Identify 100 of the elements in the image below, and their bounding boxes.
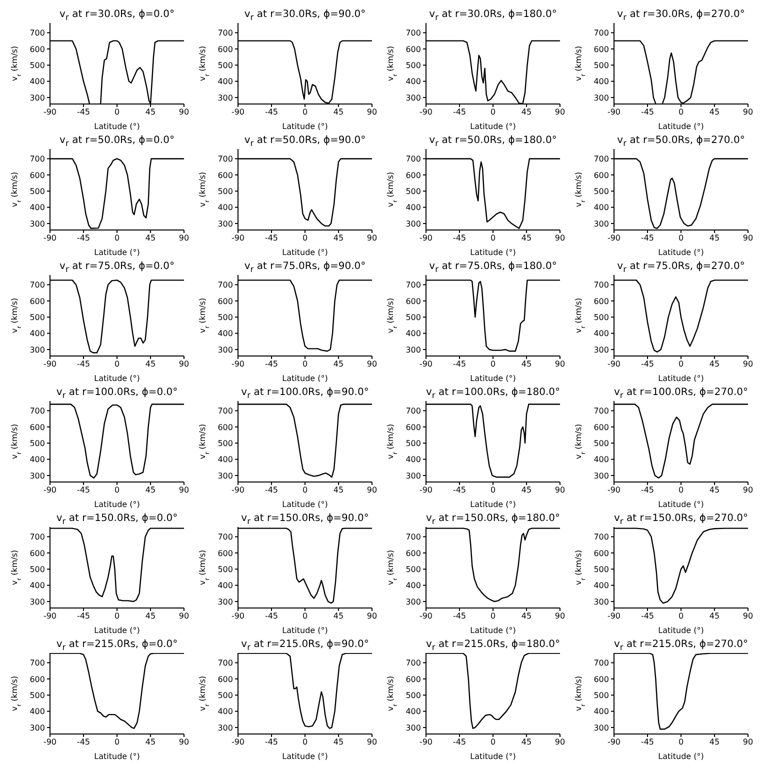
x-tick-label: -90: [607, 360, 621, 369]
chart-title: v$_{r}$ at r=150.0Rs, ϕ=180.0°: [424, 512, 561, 526]
y-tick-label: 500: [30, 564, 45, 574]
chart-title: v$_{r}$ at r=75.0Rs, ϕ=0.0°: [58, 260, 176, 274]
x-tick-label: 90: [366, 234, 378, 243]
y-tick-label: 700: [30, 280, 45, 290]
x-tick-label: -45: [452, 360, 466, 369]
x-axis-title: Latitude (°): [470, 626, 516, 635]
y-tick-label: 700: [218, 532, 233, 542]
x-tick-label: 45: [145, 234, 156, 243]
y-tick-label: 700: [594, 280, 609, 290]
chart-title: v$_{r}$ at r=215.0Rs, ϕ=0.0°: [55, 638, 179, 652]
y-tick-label: 600: [218, 296, 233, 306]
x-tick-label: -90: [231, 108, 245, 117]
x-tick-label: -90: [607, 612, 621, 621]
x-tick-label: -90: [231, 612, 245, 621]
y-tick-label: 300: [406, 219, 421, 228]
y-tick-label: 500: [406, 186, 421, 196]
chart-title: v$_{r}$ at r=75.0Rs, ϕ=180.0°: [428, 260, 558, 274]
x-tick-label: 90: [178, 486, 190, 495]
x-tick-label: 0: [302, 612, 308, 621]
x-axis-title: Latitude (°): [658, 500, 704, 509]
y-tick-label: 300: [218, 723, 233, 732]
y-tick-label: 600: [406, 548, 421, 558]
x-tick-label: 90: [366, 486, 378, 495]
x-axis-title: Latitude (°): [470, 374, 516, 383]
y-tick-label: 700: [30, 154, 45, 164]
chart-title: v$_{r}$ at r=100.0Rs, ϕ=180.0°: [424, 386, 561, 400]
x-tick-label: -45: [264, 612, 278, 621]
y-tick-label: 500: [594, 690, 609, 700]
x-tick-label: -45: [640, 234, 654, 243]
y-tick-label: 400: [594, 203, 609, 212]
x-tick-label: 45: [521, 738, 532, 747]
x-tick-label: 90: [366, 612, 378, 621]
x-axis-title: Latitude (°): [282, 626, 328, 635]
y-tick-label: 700: [406, 532, 421, 542]
x-tick-label: 90: [178, 108, 190, 117]
x-axis-title: Latitude (°): [282, 122, 328, 131]
y-tick-label: 400: [30, 329, 45, 338]
x-axis-title: Latitude (°): [94, 500, 140, 509]
y-tick-label: 600: [594, 548, 609, 558]
x-tick-label: -45: [452, 234, 466, 243]
x-tick-label: -45: [640, 738, 654, 747]
y-tick-label: 300: [218, 345, 233, 354]
y-tick-label: 500: [218, 564, 233, 574]
y-tick-label: 500: [594, 312, 609, 322]
y-tick-label: 400: [218, 203, 233, 212]
y-tick-label: 600: [30, 170, 45, 180]
x-tick-label: 45: [333, 108, 344, 117]
x-tick-label: 45: [521, 612, 532, 621]
y-tick-label: 700: [594, 154, 609, 164]
x-tick-label: -45: [264, 108, 278, 117]
x-tick-label: 90: [742, 234, 754, 243]
y-tick-label: 500: [406, 60, 421, 70]
y-tick-label: 300: [406, 723, 421, 732]
y-tick-label: 700: [30, 658, 45, 668]
x-tick-label: -45: [640, 360, 654, 369]
x-tick-label: -45: [264, 738, 278, 747]
x-tick-label: -90: [607, 234, 621, 243]
y-tick-label: 700: [594, 406, 609, 416]
y-tick-label: 400: [406, 581, 421, 590]
x-axis-title: Latitude (°): [94, 248, 140, 257]
y-tick-label: 400: [218, 329, 233, 338]
x-tick-label: 45: [521, 360, 532, 369]
x-tick-label: 0: [114, 360, 120, 369]
y-tick-label: 300: [594, 597, 609, 606]
y-tick-label: 300: [594, 345, 609, 354]
x-tick-label: 0: [490, 486, 496, 495]
x-axis-title: Latitude (°): [94, 752, 140, 761]
line-series: [238, 404, 372, 478]
y-tick-label: 500: [406, 564, 421, 574]
x-tick-label: 90: [178, 360, 190, 369]
x-tick-label: -45: [452, 486, 466, 495]
x-tick-label: -90: [231, 738, 245, 747]
chart-title: v$_{r}$ at r=150.0Rs, ϕ=90.0°: [240, 512, 370, 526]
chart-title: v$_{r}$ at r=215.0Rs, ϕ=180.0°: [424, 638, 561, 652]
x-tick-label: 0: [302, 738, 308, 747]
x-tick-label: 45: [145, 486, 156, 495]
x-tick-label: 0: [302, 234, 308, 243]
y-tick-label: 300: [594, 471, 609, 480]
x-tick-label: -90: [419, 738, 433, 747]
x-axis-title: Latitude (°): [282, 752, 328, 761]
y-tick-label: 600: [218, 44, 233, 54]
x-axis-title: Latitude (°): [658, 122, 704, 131]
line-series: [426, 404, 560, 478]
y-tick-label: 600: [218, 674, 233, 684]
y-tick-label: 500: [218, 186, 233, 196]
x-tick-label: -45: [640, 486, 654, 495]
x-tick-label: 90: [178, 612, 190, 621]
x-tick-label: -90: [43, 612, 57, 621]
x-axis-title: Latitude (°): [470, 752, 516, 761]
chart-title: v$_{r}$ at r=75.0Rs, ϕ=270.0°: [616, 260, 746, 274]
x-tick-label: 0: [302, 108, 308, 117]
chart-title: v$_{r}$ at r=150.0Rs, ϕ=270.0°: [612, 512, 749, 526]
y-tick-label: 400: [30, 77, 45, 86]
x-tick-label: 0: [114, 738, 120, 747]
y-tick-label: 300: [594, 219, 609, 228]
x-tick-label: -90: [419, 612, 433, 621]
y-tick-label: 600: [30, 548, 45, 558]
x-tick-label: 0: [678, 486, 684, 495]
